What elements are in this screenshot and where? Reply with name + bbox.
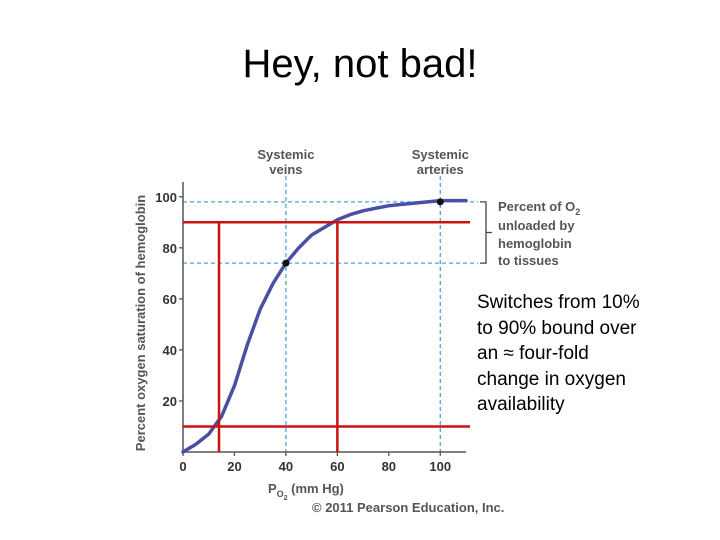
top-label-1-line-2: veins bbox=[269, 162, 302, 177]
x-tick-label-40: 40 bbox=[279, 459, 293, 474]
bracket-label-line-1: Percent of O2 bbox=[498, 199, 580, 217]
note-text: Switches from 10% to 90% bound over an ≈… bbox=[477, 290, 712, 418]
y-tick-label-80: 80 bbox=[163, 241, 177, 256]
note-line-5: availability bbox=[477, 394, 565, 415]
x-tick-label-60: 60 bbox=[330, 459, 344, 474]
copyright-text: © 2011 Pearson Education, Inc. bbox=[312, 500, 504, 515]
x-tick-label-0: 0 bbox=[179, 459, 186, 474]
top-label-1-line-1: Systemic bbox=[257, 147, 314, 162]
bracket-label-line-2: unloaded by bbox=[498, 218, 575, 233]
saturation-curve bbox=[181, 198, 468, 454]
note-line-1: Switches from 10% bbox=[477, 292, 640, 313]
data-point-2 bbox=[436, 198, 444, 206]
x-axis-label: PO2 (mm Hg) bbox=[268, 481, 344, 502]
y-tick-label-40: 40 bbox=[163, 343, 177, 358]
y-tick-label-20: 20 bbox=[163, 394, 177, 409]
y-tick-label-60: 60 bbox=[163, 292, 177, 307]
slide-title: Hey, not bad! bbox=[242, 42, 478, 86]
y-tick-label-100: 100 bbox=[155, 190, 177, 205]
y-axis-label: Percent oxygen saturation of hemoglobin bbox=[133, 195, 148, 451]
note-line-2: to 90% bound over bbox=[477, 317, 637, 339]
data-point-1 bbox=[282, 259, 290, 267]
bracket bbox=[480, 201, 487, 264]
x-tick-label-80: 80 bbox=[382, 459, 396, 474]
bracket-label-line-3: hemoglobin bbox=[498, 236, 572, 251]
top-label-2-line-1: Systemic bbox=[412, 147, 469, 162]
x-tick-label-100: 100 bbox=[429, 459, 451, 474]
top-label-2-line-2: arteries bbox=[417, 162, 464, 177]
bracket-label-line-4: to tissues bbox=[498, 253, 559, 268]
note-line-4: change in oxygen bbox=[477, 368, 626, 390]
note-line-3: an ≈ four-fold bbox=[477, 343, 589, 364]
x-tick-label-20: 20 bbox=[227, 459, 241, 474]
